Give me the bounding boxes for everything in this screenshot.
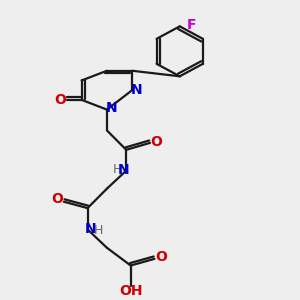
Text: N: N xyxy=(118,163,130,177)
Text: O: O xyxy=(155,250,167,265)
Text: N: N xyxy=(131,83,142,97)
Text: F: F xyxy=(187,18,197,32)
Text: N: N xyxy=(106,101,117,115)
Text: H: H xyxy=(112,163,122,176)
Text: N: N xyxy=(85,222,96,236)
Text: OH: OH xyxy=(119,284,142,298)
Text: O: O xyxy=(54,93,66,107)
Text: O: O xyxy=(151,134,163,148)
Text: H: H xyxy=(93,224,103,237)
Text: O: O xyxy=(51,193,63,206)
